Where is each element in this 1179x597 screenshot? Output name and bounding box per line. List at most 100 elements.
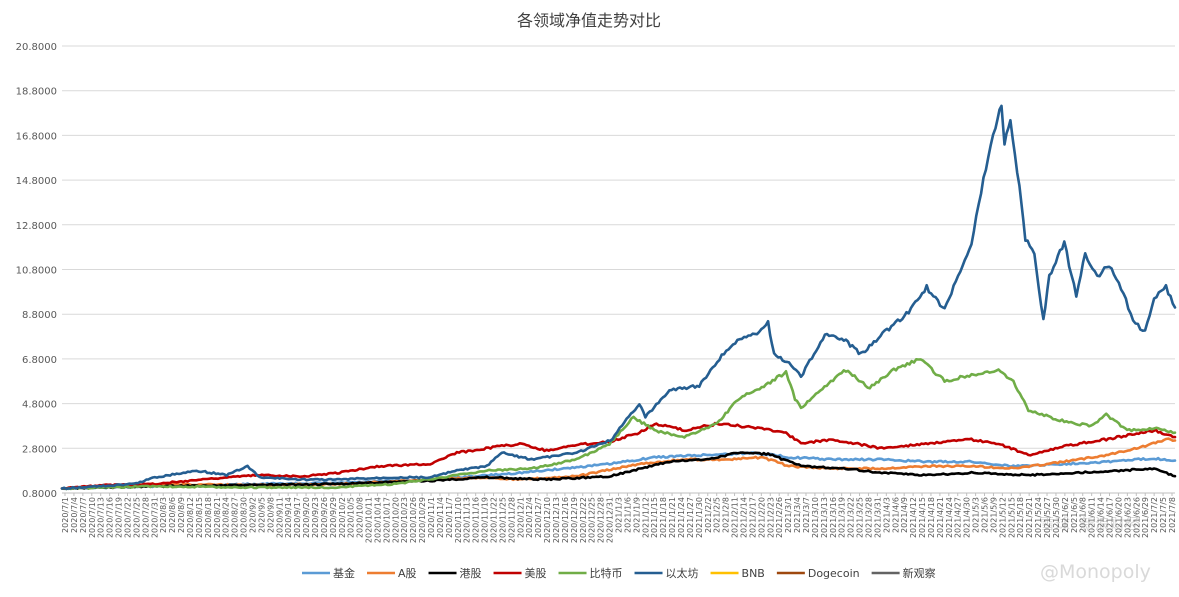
x-tick-label: 2020/12/28 (597, 497, 606, 543)
legend-label-0: 基金 (333, 566, 355, 580)
x-tick-label: 2020/10/20 (391, 497, 400, 543)
x-tick-label: 2020/7/7 (79, 497, 88, 533)
x-tick-label: 2021/1/12 (641, 497, 650, 538)
y-tick-label: 0.8000 (22, 489, 57, 500)
x-tick-label: 2020/7/19 (115, 497, 124, 538)
x-tick-label: 2020/7/22 (123, 497, 132, 538)
x-tick-label: 2020/9/2 (248, 497, 257, 533)
x-tick-label: 2021/1/9 (632, 497, 641, 533)
x-tick-label: 2021/4/27 (954, 497, 963, 538)
x-tick-label: 2020/8/18 (204, 497, 213, 538)
x-tick-label: 2020/11/13 (463, 497, 472, 543)
x-tick-label: 2020/11/19 (481, 497, 490, 543)
x-tick-label: 2020/9/26 (320, 497, 329, 538)
y-tick-label: 8.8000 (22, 310, 57, 321)
legend-label-5: 以太坊 (666, 566, 699, 580)
x-tick-label: 2020/11/7 (445, 497, 454, 538)
y-tick-label: 6.8000 (22, 355, 57, 366)
x-tick-label: 2020/8/27 (231, 497, 240, 538)
x-tick-label: 2020/10/26 (409, 497, 418, 543)
series-line-3 (60, 421, 1177, 490)
x-tick-label: 2020/11/4 (436, 497, 445, 538)
y-tick-label: 16.8000 (16, 131, 57, 142)
x-tick-label: 2021/2/23 (766, 497, 775, 538)
x-tick-label: 2020/9/11 (275, 497, 284, 538)
x-tick-label: 2020/10/14 (373, 497, 382, 543)
x-tick-label: 2020/12/16 (561, 497, 570, 543)
x-tick-label: 2020/11/22 (490, 497, 499, 543)
x-tick-label: 2021/3/16 (829, 497, 838, 538)
x-tick-label: 2020/10/2 (338, 497, 347, 538)
x-tick-label: 2020/12/25 (588, 497, 597, 543)
x-tick-label: 2021/3/25 (856, 497, 865, 538)
x-tick-label: 2020/9/14 (284, 497, 293, 538)
x-tick-label: 2020/7/10 (88, 497, 97, 538)
y-tick-label: 12.8000 (16, 221, 57, 232)
x-tick-label: 2020/8/12 (186, 497, 195, 538)
x-tick-label: 2020/8/6 (168, 497, 177, 533)
x-tick-label: 2020/12/7 (534, 497, 543, 538)
x-tick-label: 2021/6/11 (1088, 497, 1097, 538)
x-tick-label: 2021/1/27 (686, 497, 695, 538)
x-tick-label: 2021/2/17 (748, 497, 757, 538)
x-tick-label: 2020/8/3 (159, 497, 168, 533)
x-tick-label: 2021/5/3 (972, 497, 981, 533)
y-tick-label: 2.8000 (22, 444, 57, 455)
x-tick-label: 2020/7/28 (141, 497, 150, 538)
x-tick-label: 2020/10/29 (418, 497, 427, 543)
x-tick-label: 2021/7/2 (1150, 497, 1159, 533)
x-tick-label: 2021/3/19 (838, 497, 847, 538)
series-lines (60, 104, 1177, 491)
watermark-faint: 雪球: 新浪财经 (1040, 515, 1140, 533)
x-tick-label: 2021/1/30 (695, 497, 704, 538)
x-tick-label: 2020/12/13 (552, 497, 561, 543)
x-tick-label: 2021/1/18 (659, 497, 668, 538)
x-tick-label: 2021/1/24 (677, 497, 686, 538)
x-tick-label: 2021/5/12 (998, 497, 1007, 538)
x-tick-label: 2020/7/13 (97, 497, 106, 538)
x-tick-label: 2021/4/15 (918, 497, 927, 538)
x-tick-label: 2020/8/21 (213, 497, 222, 538)
x-tick-label: 2021/5/30 (1052, 497, 1061, 538)
y-tick-label: 20.8000 (16, 42, 57, 53)
x-tick-label: 2021/1/6 (623, 497, 632, 533)
y-tick-label: 18.8000 (16, 87, 57, 98)
chart-title: 各领域净值走势对比 (517, 11, 661, 30)
x-tick-label: 2020/8/24 (222, 497, 231, 538)
x-tick-label: 2020/8/9 (177, 497, 186, 533)
x-tick-label: 2020/10/23 (400, 497, 409, 543)
x-tick-label: 2020/8/15 (195, 497, 204, 538)
x-tick-label: 2021/4/18 (927, 497, 936, 538)
series-line-4 (60, 357, 1177, 491)
legend: 基金 A股 港股 美股 比特币 以太坊 BNB Dogecoin 新观察 (302, 566, 936, 580)
x-tick-label: 2021/5/24 (1034, 497, 1043, 538)
x-tick-label: 2020/7/16 (106, 497, 115, 538)
watermark: @Monopoly (1040, 561, 1151, 583)
x-tick-label: 2021/5/6 (981, 497, 990, 533)
x-tick-label: 2021/7/8 (1168, 497, 1177, 533)
x-tick-label: 2021/2/8 (722, 497, 731, 533)
x-tick-label: 2021/6/14 (1097, 497, 1106, 538)
legend-label-8: 新观察 (903, 566, 936, 580)
x-tick-label: 2021/6/2 (1061, 497, 1070, 533)
x-tick-label: 2020/10/8 (356, 497, 365, 538)
y-tick-label: 14.8000 (16, 176, 57, 187)
x-tick-label: 2020/12/22 (579, 497, 588, 543)
x-tick-label: 2020/9/8 (266, 497, 275, 533)
x-tick-label: 2021/6/5 (1070, 497, 1079, 533)
x-tick-label: 2021/1/21 (668, 497, 677, 538)
x-tick-label: 2020/12/19 (570, 497, 579, 543)
x-tick-label: 2020/9/5 (257, 497, 266, 533)
x-tick-label: 2021/2/5 (713, 497, 722, 533)
x-tick-label: 2020/8/30 (240, 497, 249, 538)
x-tick-label: 2021/6/29 (1141, 497, 1150, 538)
x-tick-label: 2020/9/17 (293, 497, 302, 538)
x-tick-label: 2021/3/1 (784, 497, 793, 533)
x-tick-label: 2021/6/26 (1132, 497, 1141, 538)
x-tick-label: 2021/7/5 (1159, 497, 1168, 533)
x-tick-label: 2020/9/23 (311, 497, 320, 538)
x-tick-label: 2020/10/5 (347, 497, 356, 538)
legend-label-7: Dogecoin (808, 567, 860, 580)
x-tick-label: 2021/5/9 (989, 497, 998, 533)
x-tick-label: 2020/9/29 (329, 497, 338, 538)
